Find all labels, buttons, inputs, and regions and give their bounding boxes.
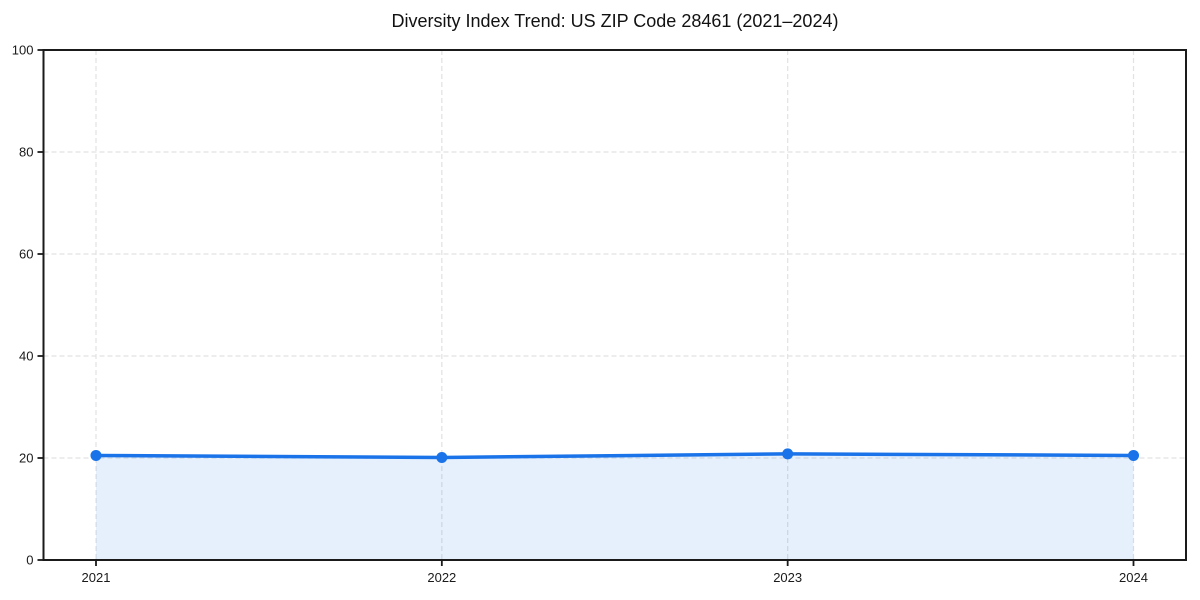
y-tick-label: 40 (19, 349, 33, 364)
data-point (436, 451, 448, 463)
chart-title: Diversity Index Trend: US ZIP Code 28461… (392, 11, 839, 31)
x-tick-label: 2024 (1119, 570, 1148, 585)
data-point (1128, 449, 1139, 461)
area-fill (96, 453, 1134, 560)
trend-line (94, 452, 1136, 460)
data-point (90, 449, 102, 461)
gridlines-layer (43, 50, 1186, 560)
y-tick-label: 0 (26, 553, 33, 568)
x-tick-label: 2023 (773, 570, 802, 585)
y-tick-label: 60 (19, 247, 33, 262)
y-tick-label: 100 (12, 43, 34, 58)
tick-labels-layer: 0 20 40 60 80 100 2021 2022 2023 2024 (12, 43, 1148, 585)
x-tick-label: 2022 (427, 570, 456, 585)
x-tick-label: 2021 (82, 570, 111, 585)
plot-border (42, 49, 1187, 561)
data-point (782, 448, 794, 460)
data-points-layer (90, 448, 1139, 463)
trend-line-layer (94, 452, 1136, 460)
area-fill-layer (96, 453, 1134, 560)
y-tick-label: 80 (19, 145, 33, 160)
y-tick-label: 20 (19, 451, 33, 466)
axes-layer (37, 49, 1187, 566)
